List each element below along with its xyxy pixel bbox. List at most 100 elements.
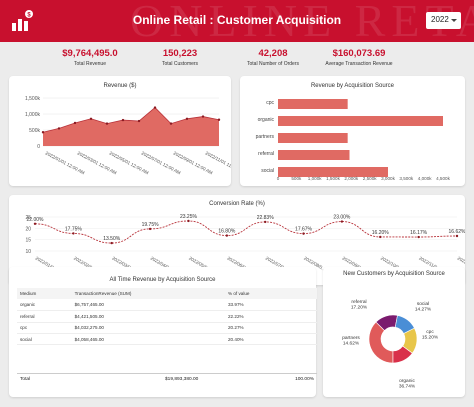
year-dropdown[interactable]: 2022: [426, 12, 461, 29]
revenue-point: [121, 118, 125, 122]
source-bar: [278, 150, 350, 160]
kpi-total-revenue: $9,764,495.0 Total Revenue: [35, 48, 145, 67]
data-label: 13.50%: [103, 236, 121, 242]
kpi-value: 42,208: [258, 48, 288, 59]
x-tick-label: 2,500k: [363, 176, 377, 181]
conversion-line: [34, 220, 458, 244]
kpi-total-orders: 42,208 Total Number of Orders: [218, 48, 328, 67]
bar-category-label: social: [261, 168, 274, 174]
donut-label: referral 17.20%: [351, 299, 368, 311]
conversion-point: [455, 234, 459, 238]
conversion-point: [225, 234, 229, 237]
conversion-point: [33, 222, 37, 225]
y-tick-label: 500k: [29, 128, 40, 134]
revenue-point: [41, 131, 45, 134]
source-chart-title: Revenue by Acquisition Source: [310, 83, 395, 89]
x-tick-label: 1,500k: [326, 176, 340, 181]
data-label: 16.80%: [218, 229, 236, 235]
table-cell: 20.27%: [228, 325, 244, 331]
table-cell: 20.40%: [228, 336, 244, 342]
kpi-value: $9,764,495.0: [62, 48, 118, 59]
table-cell: 33.97%: [228, 302, 244, 308]
conversion-point: [187, 219, 190, 223]
table-cell: cpc: [20, 325, 28, 331]
kpi-label: Total Revenue: [74, 61, 106, 67]
kpi-label: Total Customers: [161, 61, 199, 67]
kpi-label: Total Number of Orders: [247, 61, 299, 67]
y-tick-label: 0: [37, 144, 40, 150]
table-title: All Time Revenue by Acquisition Source: [109, 277, 216, 283]
table-header[interactable]: TransactionRevenue (SUM): [71, 288, 225, 300]
revenue-chart-card: Revenue ($) 1,500k 1,000k 500k 0 2022/01/01 …: [9, 76, 231, 186]
data-label: 22.00%: [27, 217, 45, 223]
revenue-point: [185, 117, 189, 120]
kpi-value: 150,223: [162, 48, 198, 59]
table-cell: $4,058,465.00: [74, 336, 104, 342]
conversion-point: [417, 235, 420, 239]
data-label: 17.67%: [295, 227, 313, 233]
bar-category-label: referral: [258, 151, 274, 157]
revenue-point: [169, 122, 173, 125]
data-label: 16.17%: [410, 230, 428, 236]
header-watermark: ONLINE RETAIL: [130, 0, 474, 42]
y-tick-label: 1,500k: [25, 96, 41, 102]
page-title: Online Retail : Customer Acquisition: [132, 13, 342, 27]
data-label: 16.62%: [449, 229, 465, 235]
table-cell: 22.22%: [228, 313, 244, 319]
y-tick-label: 25: [25, 215, 31, 221]
donut-label: organic 36.74%: [399, 378, 416, 390]
donut-label: cpc 15.20%: [422, 330, 439, 341]
table-row: cpc $4,032,275.00 20.27%: [17, 322, 317, 334]
revenue-area: [43, 107, 219, 146]
table-cell: social: [20, 336, 32, 342]
table-header[interactable]: Medium: [17, 288, 72, 300]
revenue-line: [42, 107, 220, 133]
source-bar: [278, 116, 443, 126]
data-label: 23.25%: [180, 214, 198, 220]
kpi-avg-transaction: $160,073.69 Average Transaction Revenue: [304, 48, 414, 67]
table-cell: organic: [20, 302, 36, 308]
donut-slice: [368, 321, 394, 364]
y-tick-label: 20: [25, 226, 31, 232]
conversion-point: [302, 232, 305, 235]
revenue-point: [153, 106, 157, 109]
conversion-point: [263, 220, 267, 224]
conversion-point: [72, 232, 75, 235]
donut-label: social 14.27%: [415, 301, 432, 313]
total-revenue: $19,893,380.00: [165, 377, 199, 382]
conversion-point: [340, 220, 344, 223]
x-tick-label: 0: [277, 176, 280, 181]
table-cell: $4,032,275.00: [74, 325, 104, 331]
table-cell: $6,757,465.00: [74, 302, 104, 308]
customers-donut-chart: organic 36.74% cpc 15.20% social 14.27% referr…: [342, 299, 439, 390]
table-row: referral $4,421,505.00 22.22%: [17, 311, 317, 323]
bar-category-label: cpc: [266, 100, 274, 106]
total-pct: 100.00%: [295, 377, 314, 382]
revenue-point: [137, 119, 141, 123]
revenue-chart-title: Revenue ($): [103, 83, 137, 89]
revenue-point: [89, 117, 93, 120]
table-header[interactable]: % of value: [225, 288, 317, 300]
conversion-chart-title: Conversion Rate (%): [209, 201, 265, 207]
revenue-point: [217, 118, 221, 121]
data-label: 17.75%: [65, 226, 83, 232]
chevron-down-icon: [451, 19, 457, 22]
svg-text:$: $: [27, 13, 31, 19]
data-label: 16.20%: [372, 230, 390, 236]
revenue-table: Medium TransactionRevenue (SUM) % of val…: [17, 288, 317, 345]
table-total-row: Total $19,893,380.00 100.00%: [17, 373, 317, 385]
donut-chart-card: New Customers by Acquisition Source orga…: [323, 267, 465, 397]
bar-category-label: organic: [258, 117, 275, 123]
source-bar: [278, 99, 348, 109]
revenue-point: [105, 122, 109, 125]
table-cell: $4,421,505.00: [74, 313, 104, 319]
table-header-row: Medium TransactionRevenue (SUM) % of val…: [17, 288, 317, 300]
bar-category-label: partners: [256, 134, 275, 140]
data-label: 19.75%: [142, 222, 160, 228]
y-tick-label: 15: [25, 238, 31, 244]
conversion-point: [110, 241, 113, 245]
x-tick-label: 3,000k: [381, 176, 395, 181]
source-bar: [278, 167, 388, 177]
